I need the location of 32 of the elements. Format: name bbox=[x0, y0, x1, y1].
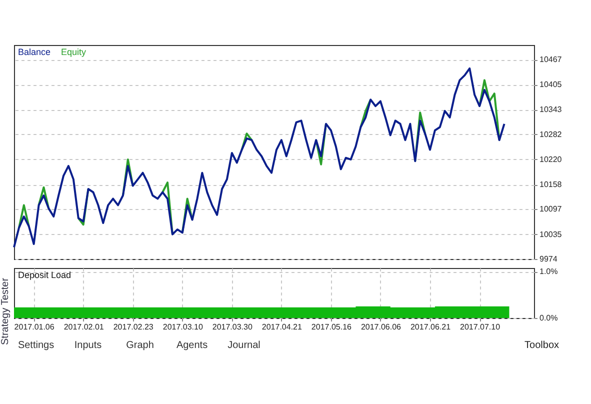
y-tick-label: 9974 bbox=[540, 254, 558, 264]
text: Graph bbox=[126, 340, 154, 351]
x-tick-label: 2017.06.21 bbox=[410, 322, 452, 332]
y-tick-label: 10220 bbox=[540, 154, 562, 164]
x-tick-label: 2017.02.23 bbox=[113, 322, 154, 332]
x-tick-label: 2017.03.10 bbox=[162, 322, 204, 332]
text: Strategy Tester bbox=[0, 277, 11, 345]
x-tick-label: 2017.03.30 bbox=[212, 322, 253, 332]
text: Journal bbox=[228, 340, 260, 351]
x-tick-label: 2017.06.06 bbox=[360, 322, 402, 332]
y-tick-label: 0.0% bbox=[540, 314, 558, 322]
y-tick-label: 10467 bbox=[540, 55, 562, 64]
text: Balance bbox=[18, 47, 51, 57]
text: Equity bbox=[61, 47, 87, 57]
x-tick-label: 2017.07.10 bbox=[460, 322, 501, 332]
text: Settings bbox=[18, 340, 54, 351]
chart-title: Deposit Load bbox=[18, 270, 72, 280]
y-tick-label: 10035 bbox=[540, 230, 562, 239]
x-tick-label: 2017.05.16 bbox=[311, 322, 352, 332]
text: Inputs bbox=[74, 340, 102, 351]
y-tick-label: 10097 bbox=[540, 204, 562, 214]
y-tick-label: 10343 bbox=[540, 105, 562, 114]
text: Agents bbox=[176, 340, 208, 351]
line-series bbox=[13, 67, 506, 248]
y-tick-label: 10158 bbox=[540, 180, 562, 190]
x-tick-label: 2017.01.06 bbox=[14, 322, 55, 332]
y-tick-label: 1.0% bbox=[540, 267, 558, 276]
y-tick-label: 10282 bbox=[540, 130, 562, 139]
x-tick-label: 2017.02.01 bbox=[64, 322, 104, 332]
y-tick-label: 10405 bbox=[540, 80, 562, 90]
text: Toolbox bbox=[524, 340, 559, 351]
x-tick-label: 2017.04.21 bbox=[262, 322, 302, 332]
